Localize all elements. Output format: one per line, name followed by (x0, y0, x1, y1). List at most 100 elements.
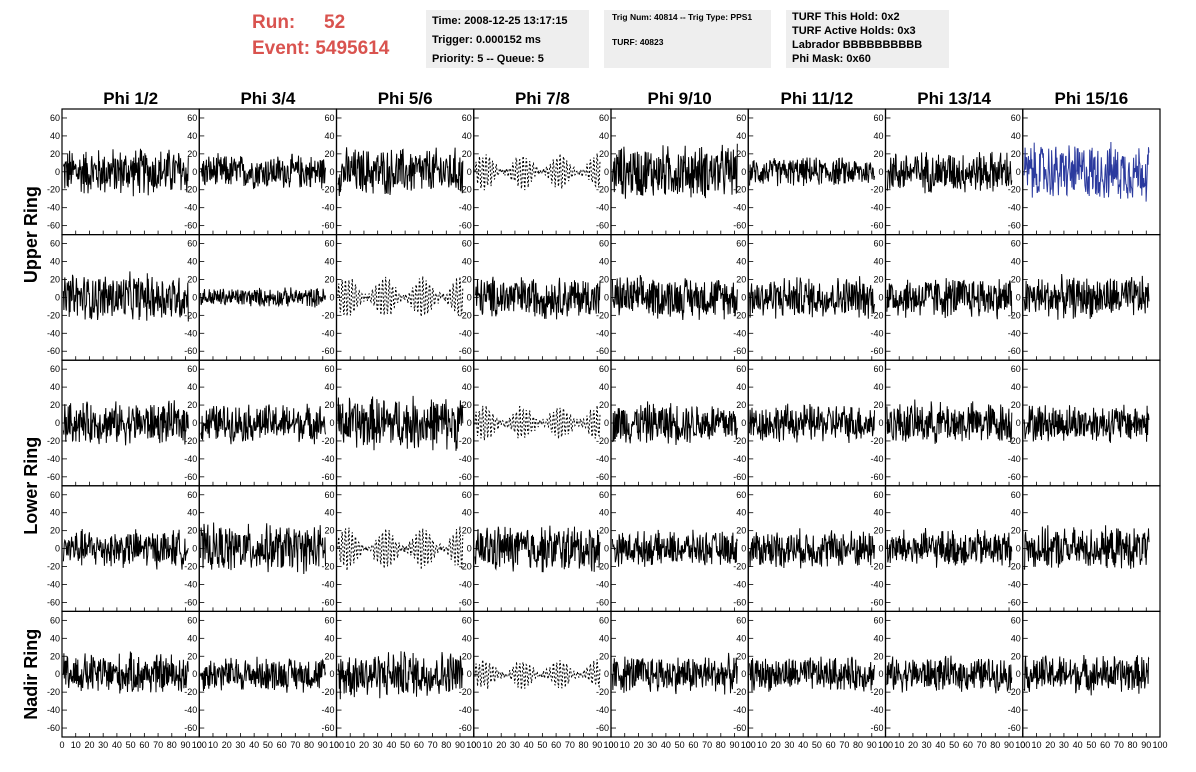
waveform-trace (474, 525, 601, 573)
y-tick-label: -20 (1008, 436, 1021, 446)
y-tick-label: 20 (873, 400, 883, 410)
y-tick-label: -40 (733, 454, 746, 464)
y-tick-label: 40 (1011, 382, 1021, 392)
y-tick-label: -60 (184, 221, 197, 231)
run-label: Run: (252, 12, 296, 33)
waveform-trace (337, 276, 464, 317)
y-tick-label: 40 (324, 131, 334, 141)
y-tick-label: 20 (324, 274, 334, 284)
trigger-info-box: Trig Num: 40814 -- Trig Type: PPS1 TURF:… (604, 10, 771, 68)
x-tick-label: 0 (883, 740, 888, 750)
y-tick-label: 0 (878, 292, 883, 302)
y-tick-label: -60 (321, 597, 334, 607)
waveform-trace (749, 656, 875, 692)
x-tick-label: 30 (98, 740, 108, 750)
column-title: Phi 3/4 (240, 89, 295, 108)
y-tick-label: -40 (184, 579, 197, 589)
waveform-trace (611, 652, 738, 695)
panel-frame (335, 234, 475, 361)
y-tick-label: 40 (50, 382, 60, 392)
y-tick-label: 0 (467, 292, 472, 302)
y-tick-label: -60 (321, 221, 334, 231)
y-tick-label: 20 (599, 400, 609, 410)
x-tick-label: 90 (181, 740, 191, 750)
y-tick-label: 60 (599, 239, 609, 249)
y-tick-label: 0 (1016, 292, 1021, 302)
waveform-trace (749, 276, 875, 319)
y-tick-label: 60 (462, 490, 472, 500)
x-tick-label: 50 (537, 740, 547, 750)
y-tick-label: -40 (321, 705, 334, 715)
y-tick-label: 20 (873, 651, 883, 661)
x-tick-label: 30 (510, 740, 520, 750)
y-tick-label: 0 (329, 669, 334, 679)
waveform-trace (337, 651, 464, 700)
y-tick-label: 40 (873, 382, 883, 392)
x-tick-label: 10 (757, 740, 767, 750)
y-tick-label: 60 (873, 615, 883, 625)
y-tick-label: 20 (873, 149, 883, 159)
x-tick-label: 40 (386, 740, 396, 750)
waveform-trace (474, 276, 601, 320)
column-title: Phi 13/14 (917, 89, 991, 108)
y-tick-label: 40 (324, 508, 334, 518)
y-tick-label: 20 (187, 526, 197, 536)
y-tick-label: 20 (599, 651, 609, 661)
column-title: Phi 15/16 (1055, 89, 1129, 108)
x-tick-label: 40 (524, 740, 534, 750)
run-event-box: Run: 52 Event: 5495614 (252, 10, 422, 66)
y-tick-label: 0 (192, 544, 197, 554)
x-tick-label: 50 (812, 740, 822, 750)
y-tick-label: 40 (187, 131, 197, 141)
y-tick-label: 0 (741, 418, 746, 428)
y-tick-label: 20 (736, 651, 746, 661)
y-tick-label: 0 (55, 292, 60, 302)
y-tick-label: 0 (604, 167, 609, 177)
event-label: Event: (252, 38, 311, 59)
y-tick-label: 20 (462, 400, 472, 410)
x-tick-label: 50 (949, 740, 959, 750)
waveform-trace (886, 655, 1013, 694)
x-tick-label: 20 (771, 740, 781, 750)
x-tick-label: 60 (277, 740, 287, 750)
y-tick-label: 60 (873, 239, 883, 249)
y-tick-label: 60 (736, 113, 746, 123)
y-tick-label: 0 (741, 669, 746, 679)
x-tick-label: 80 (441, 740, 451, 750)
x-tick-label: 40 (798, 740, 808, 750)
x-tick-label: 10 (71, 740, 81, 750)
waveform-trace (1023, 404, 1150, 443)
y-tick-label: 40 (736, 257, 746, 267)
y-tick-label: 0 (192, 418, 197, 428)
y-tick-label: -40 (321, 328, 334, 338)
y-tick-label: -20 (459, 687, 472, 697)
y-tick-label: 40 (50, 131, 60, 141)
x-tick-label: 100 (466, 740, 481, 750)
y-tick-label: -20 (321, 687, 334, 697)
x-tick-label: 100 (741, 740, 756, 750)
x-tick-label: 100 (878, 740, 893, 750)
y-tick-label: 0 (604, 418, 609, 428)
run-line: Run: 52 (252, 10, 422, 36)
x-tick-label: 20 (359, 740, 369, 750)
y-tick-label: 0 (1016, 544, 1021, 554)
y-tick-label: -40 (870, 328, 883, 338)
y-tick-label: 60 (324, 490, 334, 500)
x-tick-label: 90 (730, 740, 740, 750)
y-tick-label: -40 (47, 203, 60, 213)
x-tick-label: 80 (579, 740, 589, 750)
waveform-trace (474, 659, 601, 690)
waveform-trace (749, 157, 875, 187)
y-tick-label: -20 (596, 687, 609, 697)
y-tick-label: 60 (736, 615, 746, 625)
y-tick-label: -60 (459, 597, 472, 607)
x-tick-label: 30 (1059, 740, 1069, 750)
y-tick-label: 0 (329, 544, 334, 554)
y-tick-label: -60 (733, 472, 746, 482)
y-tick-label: -20 (733, 185, 746, 195)
y-tick-label: 40 (324, 382, 334, 392)
y-tick-label: 20 (324, 149, 334, 159)
x-tick-label: 40 (112, 740, 122, 750)
x-tick-label: 100 (192, 740, 207, 750)
y-tick-label: -60 (733, 346, 746, 356)
